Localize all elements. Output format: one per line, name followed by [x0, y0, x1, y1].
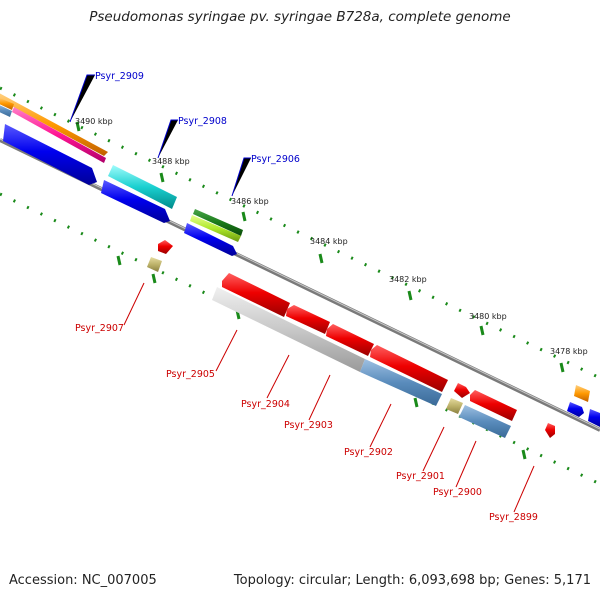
major-ticks-upper	[75, 121, 565, 373]
forward-genes	[0, 93, 600, 427]
gene-psyr2909-cog-orange[interactable]	[0, 93, 108, 156]
gene-psyr2908-cog-cyan[interactable]	[108, 165, 177, 209]
gene-steel-left-small[interactable]	[0, 104, 12, 117]
gene-label-psyr2909[interactable]: Psyr_2909	[95, 71, 144, 82]
tick-label: 3480 kbp	[469, 312, 507, 321]
gene-grey-cog[interactable]	[212, 287, 365, 372]
forward-leaders	[69, 74, 251, 197]
gene-psyr2900-arrow[interactable]	[470, 390, 517, 421]
gene-label-psyr2908[interactable]: Psyr_2908	[178, 116, 227, 127]
backbone-highlight	[0, 138, 600, 430]
accession-label: Accession: NC_007005	[9, 573, 157, 588]
tick-track-upper	[0, 86, 600, 380]
gene-label-psyr2906[interactable]: Psyr_2906	[251, 154, 300, 165]
tick-label: 3488 kbp	[152, 157, 190, 166]
gene-label-psyr2905[interactable]: Psyr_2905	[166, 369, 215, 380]
backbone-line	[0, 138, 600, 432]
gene-label-psyr2899[interactable]: Psyr_2899	[489, 512, 538, 523]
gene-psyr2901-cog-khaki[interactable]	[446, 398, 463, 414]
gene-psyr2906-arrow[interactable]	[184, 223, 237, 256]
reverse-leaders	[123, 282, 535, 513]
gene-psyr2899-arrow[interactable]	[545, 423, 555, 438]
gene-psyr2907-arrow[interactable]	[158, 240, 173, 254]
gene-psyr2902-arrow[interactable]	[370, 345, 448, 392]
gene-psyr2904-arrow[interactable]	[286, 305, 330, 334]
gene-label-psyr2901[interactable]: Psyr_2901	[396, 471, 445, 482]
genome-summary: Topology: circular; Length: 6,093,698 bp…	[233, 573, 591, 588]
gene-psyr2903-arrow[interactable]	[326, 324, 374, 356]
gene-psyr2906-cog-lime[interactable]	[190, 215, 241, 242]
gene-psyr2900-cog-steel[interactable]	[459, 405, 511, 438]
gene-psyr2909-cog-pink[interactable]	[12, 107, 106, 163]
gene-orange-left-small[interactable]	[0, 97, 14, 110]
gene-psyr2901-arrow[interactable]	[454, 383, 470, 398]
gene-psyr2909-arrow[interactable]	[3, 124, 97, 185]
gene-label-psyr2907[interactable]: Psyr_2907	[75, 323, 124, 334]
gene-psyr2908-arrow[interactable]	[101, 180, 170, 223]
tick-label: 3484 kbp	[310, 237, 348, 246]
gene-label-psyr2903[interactable]: Psyr_2903	[284, 420, 333, 431]
gene-label-psyr2900[interactable]: Psyr_2900	[433, 487, 482, 498]
gene-psyr2904-cog-steel[interactable]	[360, 359, 442, 406]
tick-label: 3482 kbp	[389, 275, 427, 284]
genome-title: Pseudomonas syringae pv. syringae B728a,…	[89, 9, 511, 25]
gene-label-psyr2902[interactable]: Psyr_2902	[344, 447, 393, 458]
gene-psyr2905-arrow[interactable]	[222, 273, 290, 317]
gene-label-psyr2904[interactable]: Psyr_2904	[241, 399, 290, 410]
gene-blue-right-small[interactable]	[567, 402, 584, 417]
reverse-genes	[147, 240, 555, 438]
tick-label: 3486 kbp	[231, 197, 269, 206]
gene-psyr2906-cog-green[interactable]	[193, 209, 243, 236]
tick-label: 3490 kbp	[75, 117, 113, 126]
gene-orange-right-small[interactable]	[574, 385, 590, 402]
gene-blue-right-edge[interactable]	[588, 409, 600, 427]
gene-psyr2907-cog-khaki[interactable]	[147, 257, 162, 272]
tick-label: 3478 kbp	[550, 347, 588, 356]
